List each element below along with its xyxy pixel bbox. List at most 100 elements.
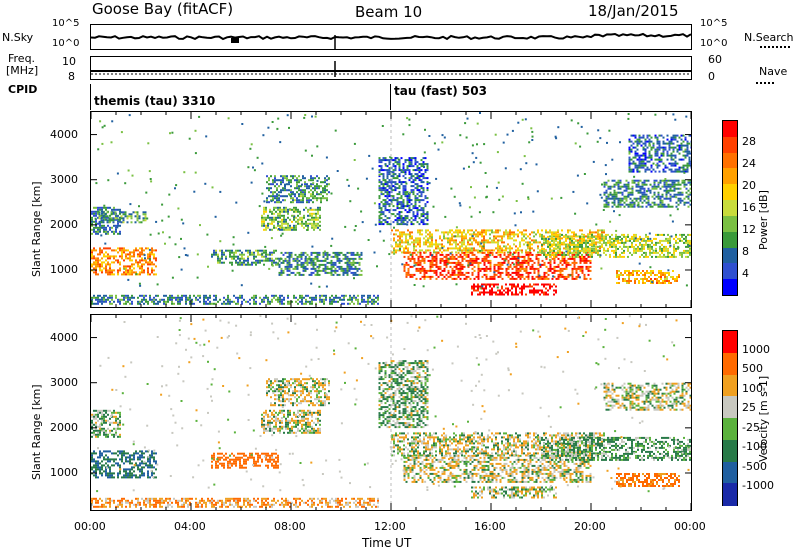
nave-tick-bottom: 0	[708, 70, 715, 83]
velocity-colorbar-swatch-7	[723, 483, 737, 506]
velocity-ylabel: Slant Range [km]	[30, 384, 43, 480]
time-tick-3: 12:00	[374, 520, 406, 533]
velocity-colorbar-tick-1: 500	[742, 362, 763, 376]
power-region-6	[266, 175, 330, 204]
power-ylabel: Slant Range [km]	[30, 181, 43, 277]
power-scatter	[94, 112, 691, 290]
power-colorbar	[722, 120, 738, 296]
velocity-colorbar-tick-4: -25	[742, 420, 760, 434]
power-ytick-label-2: 3000	[50, 172, 78, 186]
velocity-ytick-label-1: 2000	[50, 420, 78, 434]
power-region-13	[603, 179, 691, 208]
power-colorbar-tick-2: 20	[742, 179, 756, 192]
freq-trace	[91, 61, 691, 77]
velocity-colorbar-tick-0: 1000	[742, 342, 770, 356]
velocity-colorbar-label: Velocity [m s-1]	[757, 375, 770, 462]
velocity-colorbar-swatch-0	[723, 331, 737, 354]
velocity-region-4	[261, 409, 321, 434]
power-plot	[90, 111, 692, 308]
time-tick-0: 00:00	[74, 520, 106, 533]
velocity-region-9	[471, 486, 557, 499]
velocity-colorbar-swatch-1	[723, 352, 737, 375]
power-region-7	[278, 251, 363, 276]
power-colorbar-tick-1: 24	[742, 157, 756, 170]
velocity-colorbar-tick-7: -1000	[742, 479, 774, 493]
power-colorbar-tick-0: 28	[742, 135, 756, 148]
velocity-ytick-label-0: 1000	[50, 465, 78, 479]
beam-title: Beam 10	[355, 3, 423, 21]
velocity-region-8	[403, 454, 592, 483]
power-region-4	[211, 249, 279, 266]
power-colorbar-swatch-10	[723, 279, 737, 296]
nsky-tick-top: 10^5	[52, 18, 80, 29]
power-colorbar-swatch-9	[723, 263, 737, 280]
cpid-mode-2: tau (fast) 503	[394, 84, 487, 98]
velocity-colorbar-tick-5: -100	[742, 440, 767, 454]
power-colorbar-tick-3: 16	[742, 201, 756, 214]
power-colorbar-swatch-6	[723, 215, 737, 233]
velocity-colorbar-swatch-2	[723, 374, 737, 397]
time-tick-2: 08:00	[274, 520, 306, 533]
power-ytick-label-1: 2000	[50, 217, 78, 231]
velocity-ytick-label-3: 4000	[50, 330, 78, 344]
power-colorbar-swatch-7	[723, 231, 737, 249]
velocity-colorbar-swatch-4	[723, 418, 737, 441]
power-colorbar-swatch-4	[723, 184, 737, 201]
power-region-0	[91, 247, 157, 276]
power-colorbar-swatch-8	[723, 247, 737, 264]
nsky-trace	[91, 32, 691, 49]
velocity-colorbar-tick-6: -500	[742, 459, 767, 473]
time-tick-6: 00:00	[674, 520, 706, 533]
power-ytick-label-0: 1000	[50, 262, 78, 276]
date-title: 18/Jan/2015	[588, 2, 679, 20]
nsky-panel	[90, 24, 692, 50]
power-ytick-label-3: 4000	[50, 127, 78, 141]
power-region-12	[541, 233, 691, 258]
cpid-divider-start	[90, 84, 91, 110]
power-region-11	[471, 283, 557, 296]
velocity-colorbar	[722, 330, 738, 506]
time-axis-label: Time UT	[362, 536, 412, 550]
power-colorbar-tick-6: 4	[742, 267, 749, 280]
velocity-plot	[90, 314, 692, 511]
freq-label-line1: Freq.	[8, 52, 36, 65]
station-title: Goose Bay (fitACF)	[92, 0, 234, 18]
time-tick-1: 04:00	[174, 520, 206, 533]
velocity-colorbar-swatch-3	[723, 396, 737, 419]
velocity-colorbar-tick-2: 100	[742, 381, 763, 395]
velocity-region-1	[91, 409, 121, 438]
cpid-mode-1: themis (tau) 3310	[94, 94, 216, 108]
power-colorbar-tick-5: 8	[742, 245, 749, 258]
velocity-region-6	[378, 360, 429, 429]
cpid-divider-mode2	[390, 84, 391, 110]
velocity-colorbar-tick-3: 25	[742, 401, 756, 415]
velocity-colorbar-swatch-6	[723, 461, 737, 484]
freq-tick-top: 10	[62, 55, 76, 68]
velocity-region-5	[266, 378, 330, 407]
velocity-region-2	[91, 497, 379, 508]
nsearch-tick-bottom: 10^0	[700, 38, 728, 49]
power-colorbar-swatch-5	[723, 200, 737, 217]
velocity-region-11	[603, 382, 691, 411]
time-tick-5: 20:00	[574, 520, 606, 533]
freq-tick-bottom: 8	[68, 70, 75, 83]
nave-legend-line	[756, 82, 774, 84]
nsky-label: N.Sky	[2, 31, 34, 44]
nsky-tick-bottom: 10^0	[52, 38, 80, 49]
freq-panel	[90, 56, 692, 80]
velocity-scatter	[96, 315, 690, 493]
power-region-1	[91, 206, 121, 235]
time-tick-4: 16:00	[474, 520, 506, 533]
power-region-8	[378, 157, 429, 226]
power-region-5	[261, 206, 321, 231]
nave-label: Nave	[759, 65, 788, 78]
power-colorbar-swatch-0	[723, 121, 737, 138]
cpid-label: CPID	[8, 83, 38, 96]
power-colorbar-swatch-2	[723, 152, 737, 169]
power-region-14	[628, 134, 691, 173]
power-colorbar-swatch-1	[723, 136, 737, 154]
velocity-colorbar-swatch-5	[723, 439, 737, 462]
power-region-3	[91, 294, 379, 305]
power-region-2	[98, 211, 147, 224]
velocity-region-0	[91, 450, 157, 479]
